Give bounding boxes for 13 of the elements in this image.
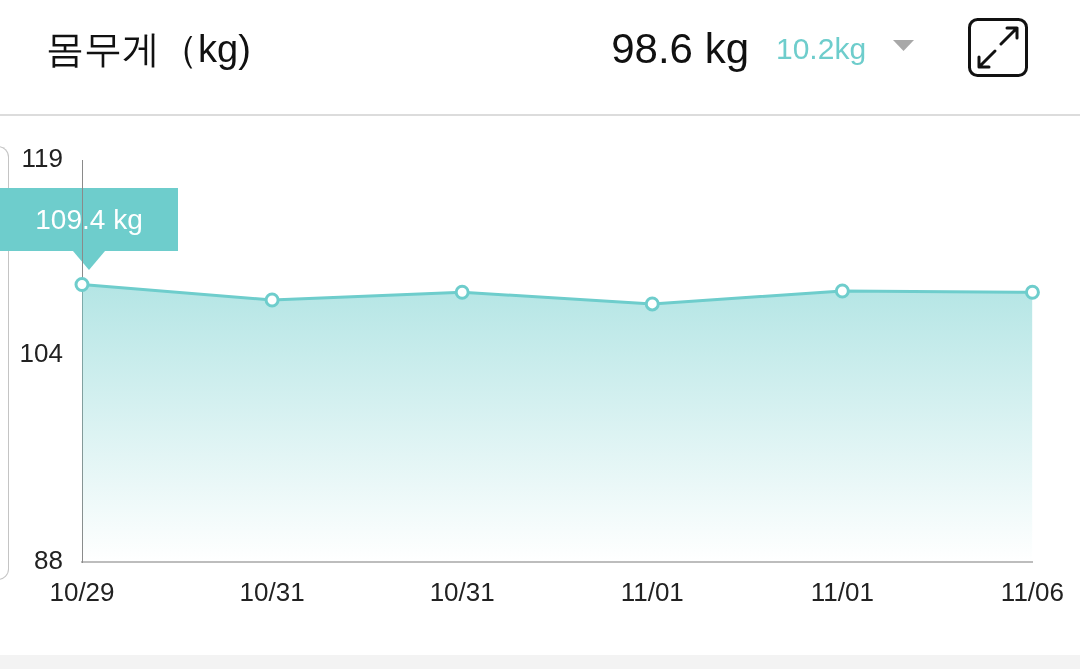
chart-title: 몸무게（kg) xyxy=(46,27,251,72)
text: 10.2kg xyxy=(776,31,867,67)
x-tick-label: 10/31 xyxy=(239,576,305,607)
y-tick-label: 88 xyxy=(34,545,63,576)
x-tick-label: 11/01 xyxy=(810,576,874,607)
text: 98.6 kg xyxy=(611,24,749,74)
y-tick-label: 104 xyxy=(19,337,63,368)
annotation: 109.4 kg xyxy=(35,203,143,235)
x-tick-label: 11/06 xyxy=(1000,576,1064,607)
x-tick-label: 10/31 xyxy=(429,576,495,607)
x-tick-label: 10/29 xyxy=(49,576,115,607)
x-tick-label: 11/01 xyxy=(620,576,684,607)
y-tick-label: 119 xyxy=(21,143,63,174)
